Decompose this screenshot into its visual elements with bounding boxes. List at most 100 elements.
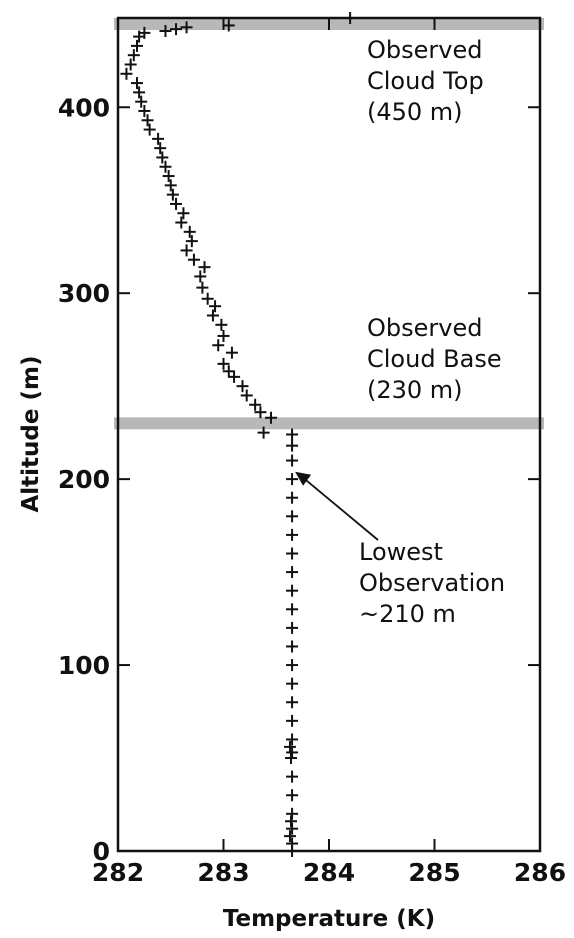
data-point (222, 365, 235, 378)
data-point (154, 142, 167, 155)
data-point (285, 752, 298, 765)
data-point (286, 770, 299, 783)
data-point (175, 216, 188, 229)
data-point (286, 428, 299, 441)
cloud-band-1 (114, 417, 544, 430)
data-point (164, 179, 177, 192)
data-point (286, 789, 299, 802)
data-point (141, 114, 154, 127)
data-point (286, 439, 299, 452)
data-point (286, 807, 299, 820)
data-point (285, 815, 298, 828)
data-point (240, 389, 253, 402)
x-tick-label: 285 (408, 858, 460, 887)
data-point (286, 621, 299, 634)
data-point (180, 244, 193, 257)
data-point (215, 318, 228, 331)
data-point (138, 104, 151, 117)
data-point (152, 132, 165, 145)
band-label-line: Cloud Top (367, 67, 484, 95)
data-point (286, 659, 299, 672)
data-point (286, 491, 299, 504)
data-points (120, 12, 357, 857)
data-point (286, 746, 299, 759)
x-tick-label: 286 (514, 858, 566, 887)
axis-ticks: 282 283 284 285 286 0 100 200 300 400 (58, 18, 566, 887)
data-point (286, 528, 299, 541)
observation-label-line: Lowest (359, 538, 443, 566)
observation-label-line: ~210 m (359, 600, 456, 628)
data-point (120, 67, 133, 80)
band-label-line: (450 m) (367, 98, 463, 126)
y-tick-label: 0 (93, 837, 110, 866)
data-point (344, 12, 357, 24)
data-point (133, 86, 146, 99)
y-axis-title: Altitude (m) (18, 356, 44, 513)
data-point (185, 235, 198, 248)
data-point (286, 584, 299, 597)
data-point (183, 225, 196, 238)
annotation-arrow (302, 476, 379, 541)
data-point (236, 380, 249, 393)
data-point (206, 309, 219, 322)
data-point (170, 197, 183, 210)
data-point (196, 281, 209, 294)
observation-label-line: Observation (359, 569, 505, 597)
data-point (286, 714, 299, 727)
data-point (138, 26, 151, 39)
data-point (127, 49, 140, 62)
data-point (187, 253, 200, 266)
data-point (166, 188, 179, 201)
data-point (286, 566, 299, 579)
data-point (286, 822, 299, 835)
data-point (286, 696, 299, 709)
data-point (228, 370, 241, 383)
x-axis-title: Temperature (K) (223, 906, 435, 932)
data-point (217, 357, 230, 370)
band-label-line: (230 m) (367, 376, 463, 404)
data-point (130, 39, 143, 52)
plot-area (116, 16, 542, 853)
y-tick-label: 200 (58, 465, 110, 494)
data-point (264, 411, 277, 424)
data-point (222, 19, 235, 32)
data-point (286, 603, 299, 616)
data-point (286, 547, 299, 560)
data-point (162, 170, 175, 183)
x-tick-label: 282 (92, 858, 144, 887)
y-tick-label: 100 (58, 651, 110, 680)
data-point (257, 426, 270, 439)
data-point (130, 77, 143, 90)
data-point (286, 473, 299, 486)
x-tick-label: 283 (197, 858, 249, 887)
data-point (225, 346, 238, 359)
data-point (143, 123, 156, 136)
band-label-line: Observed (367, 314, 482, 342)
data-point (159, 25, 172, 38)
data-point (254, 406, 267, 419)
data-point (194, 270, 207, 283)
y-tick-label: 400 (58, 93, 110, 122)
data-point (249, 398, 262, 411)
data-point (283, 740, 296, 753)
annotation-arrowhead (295, 471, 312, 486)
band-label-line: Cloud Base (367, 345, 502, 373)
data-point (177, 207, 190, 220)
data-point (198, 261, 211, 274)
data-point (135, 95, 148, 108)
data-point (217, 329, 230, 342)
data-point (286, 454, 299, 467)
data-point (286, 677, 299, 690)
data-point (286, 733, 299, 746)
data-point (201, 292, 214, 305)
data-point (170, 23, 183, 36)
band-label-line: Observed (367, 36, 482, 64)
data-point (286, 640, 299, 653)
annotations: Observed Cloud Top (450 m) Observed Cloud Ba… (295, 36, 505, 628)
x-tick-label: 284 (303, 858, 355, 887)
data-point (283, 830, 296, 843)
data-point (286, 837, 299, 850)
data-point (286, 510, 299, 523)
data-point (212, 339, 225, 352)
